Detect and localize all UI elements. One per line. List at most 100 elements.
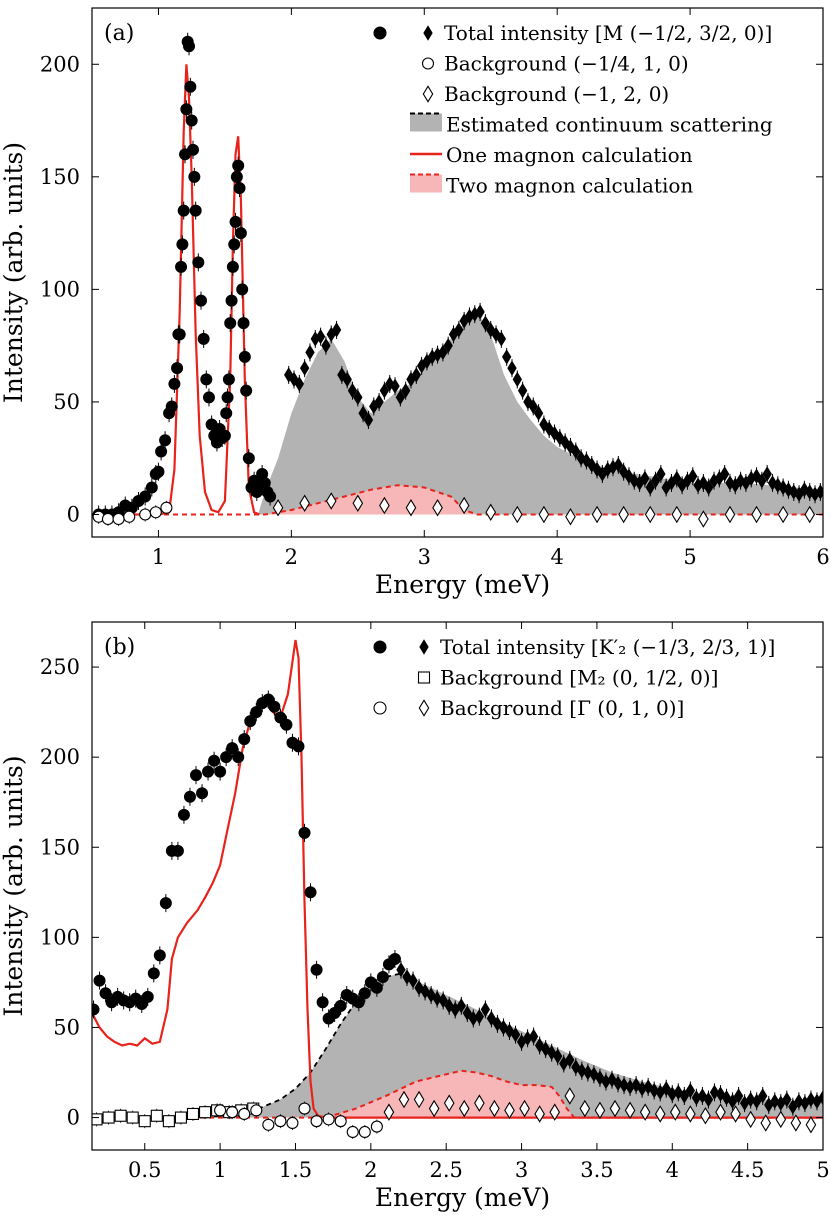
data-point bbox=[184, 80, 197, 93]
data-point bbox=[180, 103, 193, 116]
data-point bbox=[565, 507, 576, 526]
data-point bbox=[661, 1081, 671, 1097]
data-point bbox=[173, 328, 186, 341]
data-point bbox=[426, 987, 436, 1003]
data-point bbox=[220, 751, 233, 764]
data-point bbox=[208, 754, 221, 767]
data-point bbox=[805, 484, 815, 500]
data-point bbox=[656, 466, 666, 482]
data-point bbox=[352, 996, 365, 1009]
x-tick-label: 1 bbox=[152, 545, 165, 569]
data-point bbox=[310, 1115, 323, 1128]
data-point bbox=[682, 473, 693, 489]
data-point bbox=[202, 391, 215, 404]
data-point bbox=[812, 1093, 822, 1110]
data-point bbox=[468, 1010, 479, 1027]
data-point bbox=[284, 367, 294, 383]
data-point bbox=[230, 170, 243, 183]
data-point bbox=[688, 468, 698, 484]
data-point bbox=[794, 1093, 804, 1110]
data-point bbox=[560, 434, 570, 451]
data-point bbox=[353, 389, 363, 406]
data-point bbox=[432, 498, 443, 517]
data-point bbox=[238, 350, 251, 363]
data-point bbox=[138, 1115, 151, 1128]
data-point bbox=[607, 1072, 617, 1088]
data-point bbox=[583, 1064, 593, 1081]
x-tick-label: 2 bbox=[285, 545, 298, 569]
x-tick-label: 1 bbox=[213, 1158, 226, 1182]
data-point bbox=[331, 322, 342, 338]
legend-marker bbox=[419, 639, 429, 655]
data-point bbox=[685, 1105, 696, 1123]
data-point bbox=[504, 1023, 515, 1039]
data-point bbox=[634, 475, 645, 491]
data-point bbox=[183, 790, 196, 803]
data-point bbox=[645, 479, 655, 496]
x-tick-label: 1.5 bbox=[279, 1158, 312, 1182]
data-point bbox=[758, 1088, 768, 1104]
x-tick-label: 3 bbox=[515, 1158, 528, 1182]
data-point bbox=[232, 159, 245, 172]
data-point bbox=[770, 1093, 780, 1110]
x-tick-label: 6 bbox=[816, 545, 829, 569]
data-point bbox=[214, 765, 227, 778]
x-tick-label: 0.5 bbox=[128, 1158, 161, 1182]
data-point bbox=[486, 322, 496, 338]
data-point bbox=[618, 505, 629, 524]
panel-a: 1 2 3 4 5 6 0 50 100 150 200 Energy (meV) Intensity … bbox=[0, 7, 830, 599]
data-point bbox=[549, 1103, 561, 1121]
data-point bbox=[725, 475, 735, 491]
data-point bbox=[370, 1120, 383, 1133]
legend: Total intensity [M (−1/2, 3/2, 0)] Backgr… bbox=[373, 21, 773, 198]
data-point bbox=[321, 337, 331, 354]
legend-label: Total intensity [K′₂ (−1/3, 2/3, 1)] bbox=[440, 635, 775, 659]
data-point bbox=[805, 1116, 817, 1134]
data-point bbox=[346, 1125, 359, 1139]
data-point bbox=[715, 1086, 726, 1102]
data-point bbox=[443, 337, 453, 354]
data-point bbox=[631, 1077, 641, 1093]
data-point bbox=[815, 484, 823, 500]
data-point bbox=[564, 1087, 576, 1105]
y-tick-label: 0 bbox=[67, 502, 80, 526]
data-point bbox=[153, 949, 166, 962]
continuum-area bbox=[258, 311, 823, 515]
data-point bbox=[286, 1116, 299, 1130]
continuum-area bbox=[205, 973, 823, 1118]
data-point bbox=[187, 143, 200, 156]
data-point bbox=[579, 1099, 591, 1118]
data-point bbox=[649, 1082, 659, 1099]
data-point bbox=[322, 1113, 335, 1126]
data-point bbox=[102, 1111, 115, 1124]
data-point bbox=[139, 490, 152, 503]
data-point bbox=[507, 360, 517, 376]
legend-label: Background [M₂ (0, 1/2, 0)] bbox=[440, 666, 718, 690]
data-point bbox=[640, 470, 650, 487]
data-point bbox=[272, 498, 284, 517]
data-point bbox=[489, 1099, 500, 1118]
data-point bbox=[159, 434, 172, 447]
data-point bbox=[316, 996, 329, 1009]
data-point bbox=[534, 1105, 545, 1123]
data-point bbox=[405, 498, 417, 517]
data-point bbox=[150, 1109, 163, 1122]
data-point bbox=[388, 952, 401, 965]
data-point bbox=[456, 998, 466, 1014]
data-point bbox=[390, 378, 400, 394]
data-point bbox=[724, 505, 736, 524]
data-point bbox=[650, 473, 661, 489]
data-point bbox=[589, 1066, 599, 1083]
data-point bbox=[698, 510, 709, 528]
data-point bbox=[168, 377, 181, 390]
x-tick-label: 3 bbox=[418, 545, 431, 569]
data-point bbox=[299, 360, 310, 376]
data-point bbox=[408, 972, 418, 989]
data-point bbox=[228, 238, 241, 251]
data-point bbox=[214, 1104, 227, 1117]
data-point bbox=[352, 494, 364, 512]
data-point bbox=[298, 1102, 311, 1115]
legend-marker bbox=[417, 671, 431, 684]
data-point bbox=[775, 1110, 787, 1129]
